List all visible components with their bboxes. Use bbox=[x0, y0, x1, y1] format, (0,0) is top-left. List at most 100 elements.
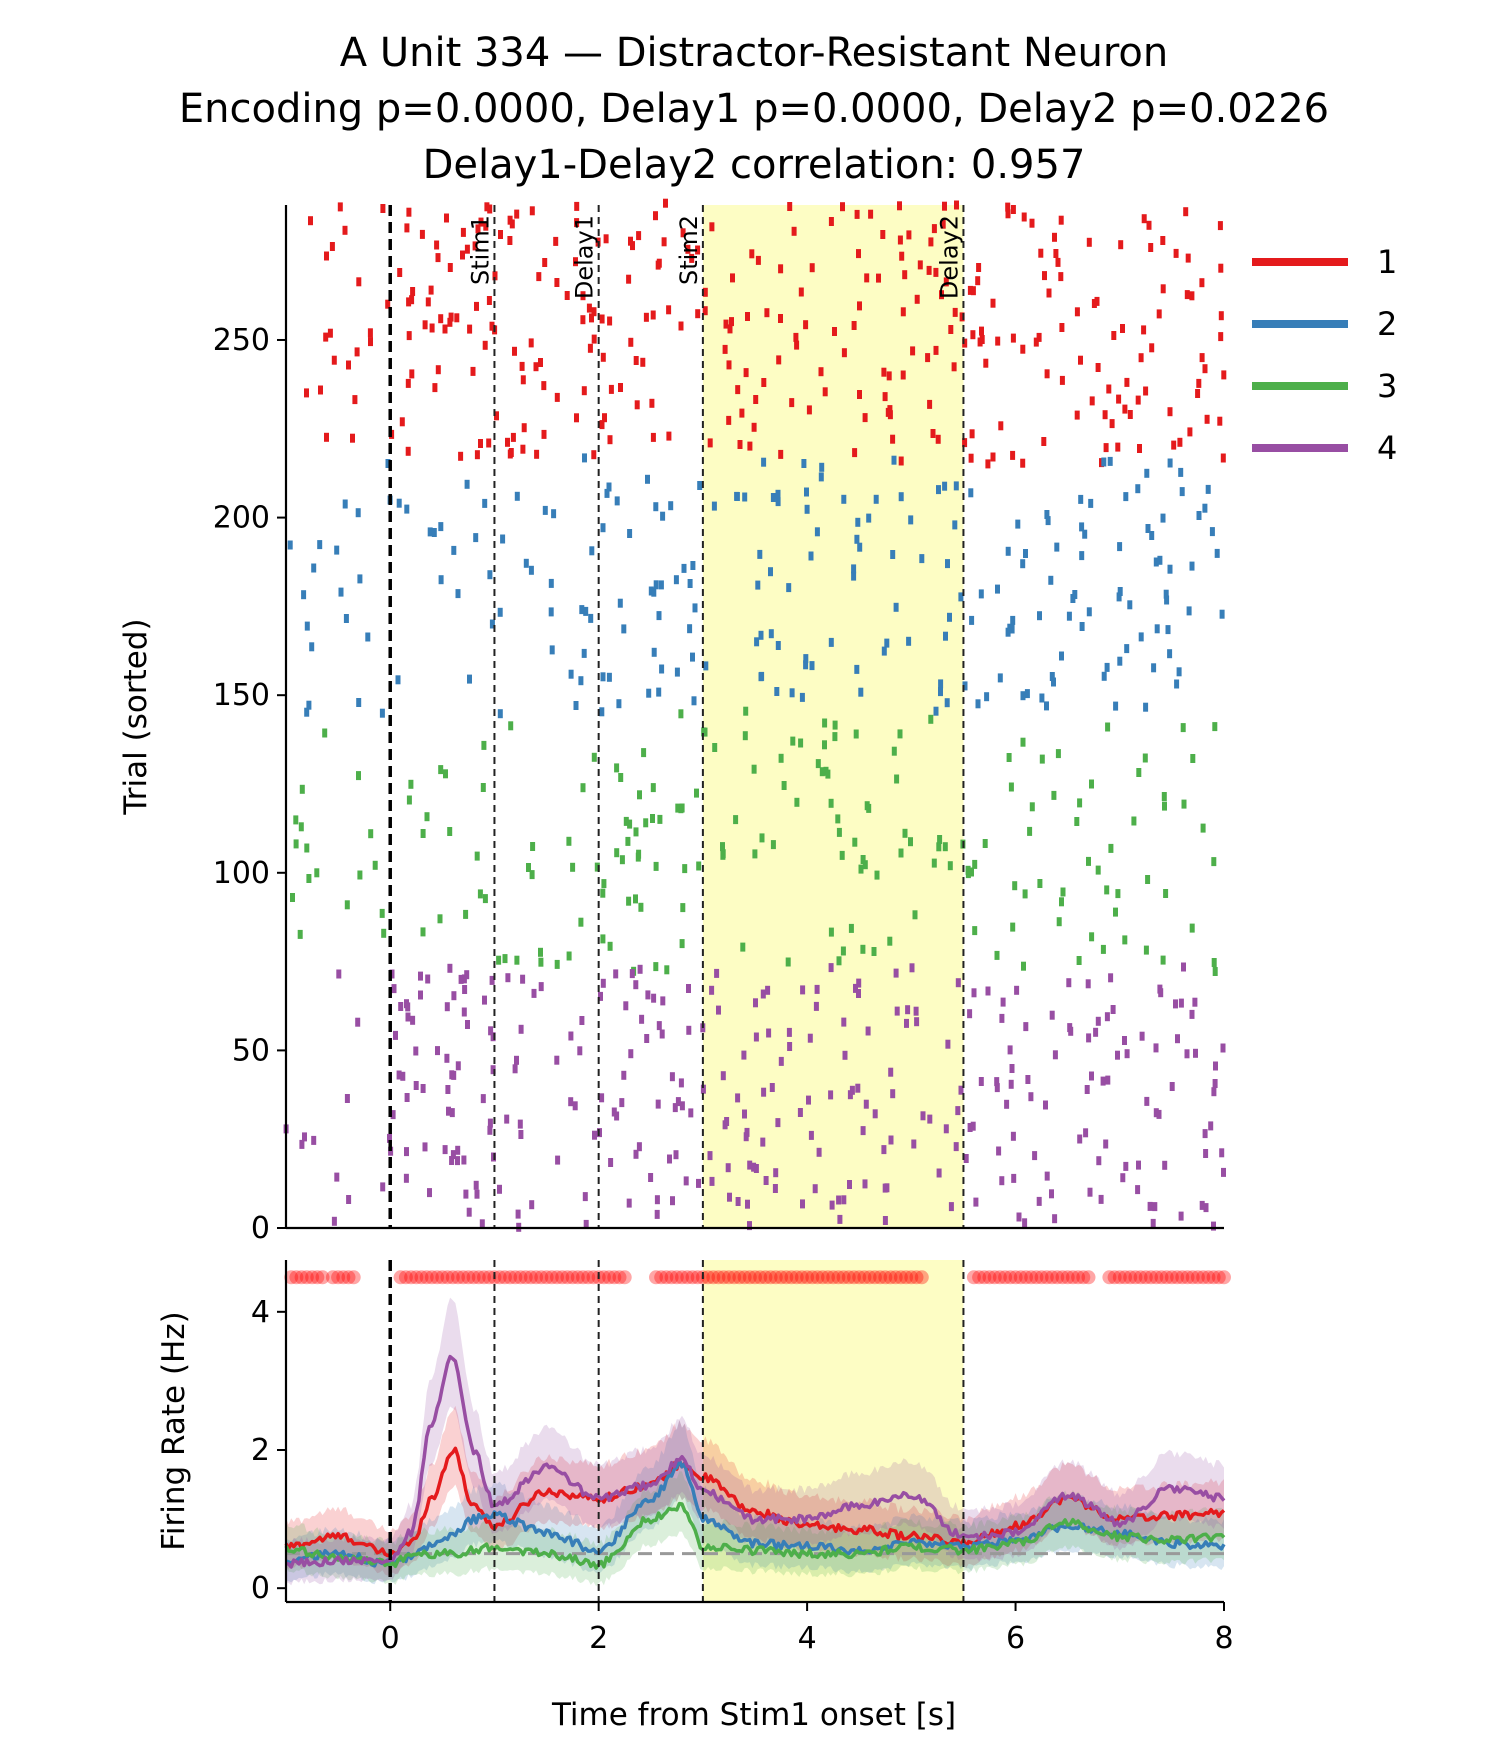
title-line-1: A Unit 334 — Distractor-Resistant Neuron bbox=[340, 30, 1168, 76]
spike-mark-group-2 bbox=[528, 565, 534, 575]
spike-mark-group-4 bbox=[420, 1084, 426, 1093]
spike-mark-group-4 bbox=[890, 1089, 896, 1099]
spike-mark-group-1 bbox=[599, 314, 605, 324]
raster-panel: Stim1 Delay1 Stim2 Delay2 0 50 100 150 200 250 T… bbox=[118, 198, 1227, 1246]
spike-mark-group-2 bbox=[884, 638, 890, 648]
spike-mark-group-1 bbox=[529, 206, 535, 216]
spike-mark-group-2 bbox=[755, 580, 761, 590]
spike-mark-group-3 bbox=[1162, 801, 1167, 811]
spike-mark-group-1 bbox=[486, 296, 492, 305]
significance-marker bbox=[1065, 1270, 1080, 1285]
spike-mark-group-4 bbox=[413, 1081, 419, 1090]
spike-mark-group-4 bbox=[722, 1120, 728, 1130]
spike-mark-group-4 bbox=[707, 1151, 713, 1161]
spike-mark-group-4 bbox=[331, 1216, 337, 1226]
legend-label-2: 2 bbox=[1377, 305, 1397, 343]
significance-marker bbox=[1019, 1270, 1033, 1285]
significance-marker bbox=[1050, 1270, 1065, 1285]
spike-mark-group-4 bbox=[913, 1006, 919, 1016]
spike-mark-group-3 bbox=[701, 727, 707, 737]
spike-mark-group-2 bbox=[758, 672, 764, 682]
spike-mark-group-2 bbox=[1079, 622, 1085, 631]
spike-mark-group-3 bbox=[675, 803, 681, 813]
spike-mark-group-1 bbox=[857, 301, 862, 311]
spike-mark-group-1 bbox=[564, 291, 570, 300]
spike-mark-group-2 bbox=[578, 676, 584, 686]
spike-mark-group-4 bbox=[579, 1016, 585, 1025]
spike-mark-group-3 bbox=[682, 864, 688, 874]
spike-mark-group-4 bbox=[1100, 1076, 1106, 1086]
significance-marker bbox=[883, 1270, 898, 1285]
spike-mark-group-2 bbox=[814, 527, 820, 537]
spike-mark-group-1 bbox=[519, 361, 525, 371]
spike-mark-group-3 bbox=[650, 814, 655, 823]
spike-mark-group-2 bbox=[342, 499, 348, 509]
spike-mark-group-1 bbox=[881, 367, 887, 377]
spike-mark-group-2 bbox=[1101, 671, 1107, 681]
spike-mark-group-4 bbox=[1086, 1033, 1092, 1043]
spike-mark-group-4 bbox=[1184, 1049, 1190, 1059]
significance-marker bbox=[836, 1270, 851, 1285]
spike-mark-group-1 bbox=[1078, 355, 1083, 365]
spike-mark-group-1 bbox=[1046, 288, 1052, 298]
significance-marker bbox=[664, 1270, 679, 1285]
spike-mark-group-1 bbox=[1156, 309, 1162, 319]
significance-marker bbox=[1102, 1270, 1117, 1285]
spike-mark-group-1 bbox=[607, 435, 613, 445]
spike-mark-group-2 bbox=[1107, 456, 1113, 466]
spike-mark-group-1 bbox=[778, 314, 783, 323]
spike-mark-group-1 bbox=[318, 385, 323, 395]
legend-label-3: 3 bbox=[1377, 367, 1397, 405]
spike-mark-group-2 bbox=[1066, 611, 1072, 621]
spike-mark-group-3 bbox=[623, 816, 629, 826]
spike-mark-group-4 bbox=[621, 1070, 627, 1080]
spike-mark-group-3 bbox=[1180, 723, 1186, 733]
spike-mark-group-4 bbox=[860, 1126, 866, 1136]
spike-mark-group-4 bbox=[1211, 1087, 1217, 1097]
spike-mark-group-1 bbox=[304, 388, 309, 398]
spike-mark-group-2 bbox=[1082, 529, 1088, 539]
spike-mark-group-4 bbox=[882, 1183, 888, 1193]
significance-marker bbox=[972, 1270, 987, 1285]
spike-mark-group-1 bbox=[1120, 324, 1125, 333]
spike-mark-group-4 bbox=[1202, 1129, 1208, 1139]
spike-mark-group-1 bbox=[633, 356, 639, 365]
spike-mark-group-2 bbox=[304, 621, 310, 631]
spike-mark-group-1 bbox=[666, 305, 672, 315]
event-label-delay2: Delay2 bbox=[935, 215, 963, 299]
spike-mark-group-4 bbox=[427, 1188, 432, 1198]
spike-mark-group-2 bbox=[1051, 677, 1056, 687]
spike-mark-group-3 bbox=[819, 767, 825, 777]
spike-mark-group-4 bbox=[628, 1049, 634, 1059]
spike-mark-group-1 bbox=[528, 338, 534, 348]
psth-panel: 0 2 4 0 2 4 6 8 Firing Rate (Hz) Time from Stim… bbox=[156, 1260, 1234, 1733]
spike-mark-group-4 bbox=[1011, 1173, 1017, 1183]
spike-mark-group-3 bbox=[1037, 879, 1043, 888]
spike-mark-group-2 bbox=[487, 570, 493, 580]
spike-mark-group-3 bbox=[860, 855, 866, 864]
spike-mark-group-3 bbox=[633, 827, 639, 837]
significance-marker bbox=[607, 1270, 622, 1285]
spike-mark-group-1 bbox=[882, 392, 888, 402]
spike-mark-group-4 bbox=[515, 1209, 521, 1219]
spike-mark-group-4 bbox=[619, 1098, 625, 1108]
spike-mark-group-4 bbox=[444, 1053, 450, 1063]
spike-mark-group-3 bbox=[1012, 881, 1018, 891]
spike-mark-group-4 bbox=[751, 1162, 757, 1172]
spike-mark-group-4 bbox=[490, 1032, 496, 1042]
spike-mark-group-4 bbox=[514, 1055, 519, 1065]
significance-marker bbox=[451, 1270, 465, 1285]
spike-mark-group-1 bbox=[818, 367, 824, 377]
spike-mark-group-3 bbox=[420, 829, 426, 838]
spike-mark-group-1 bbox=[927, 399, 933, 409]
spike-mark-group-3 bbox=[852, 837, 858, 847]
spike-mark-group-3 bbox=[502, 954, 508, 964]
spike-mark-group-4 bbox=[828, 963, 834, 973]
significance-marker bbox=[732, 1270, 747, 1285]
spike-mark-group-3 bbox=[740, 942, 746, 952]
spike-mark-group-4 bbox=[466, 1207, 472, 1217]
spike-mark-group-2 bbox=[945, 559, 950, 569]
spike-mark-group-4 bbox=[727, 1192, 732, 1202]
significance-marker bbox=[341, 1270, 356, 1285]
spike-mark-group-3 bbox=[815, 759, 821, 769]
